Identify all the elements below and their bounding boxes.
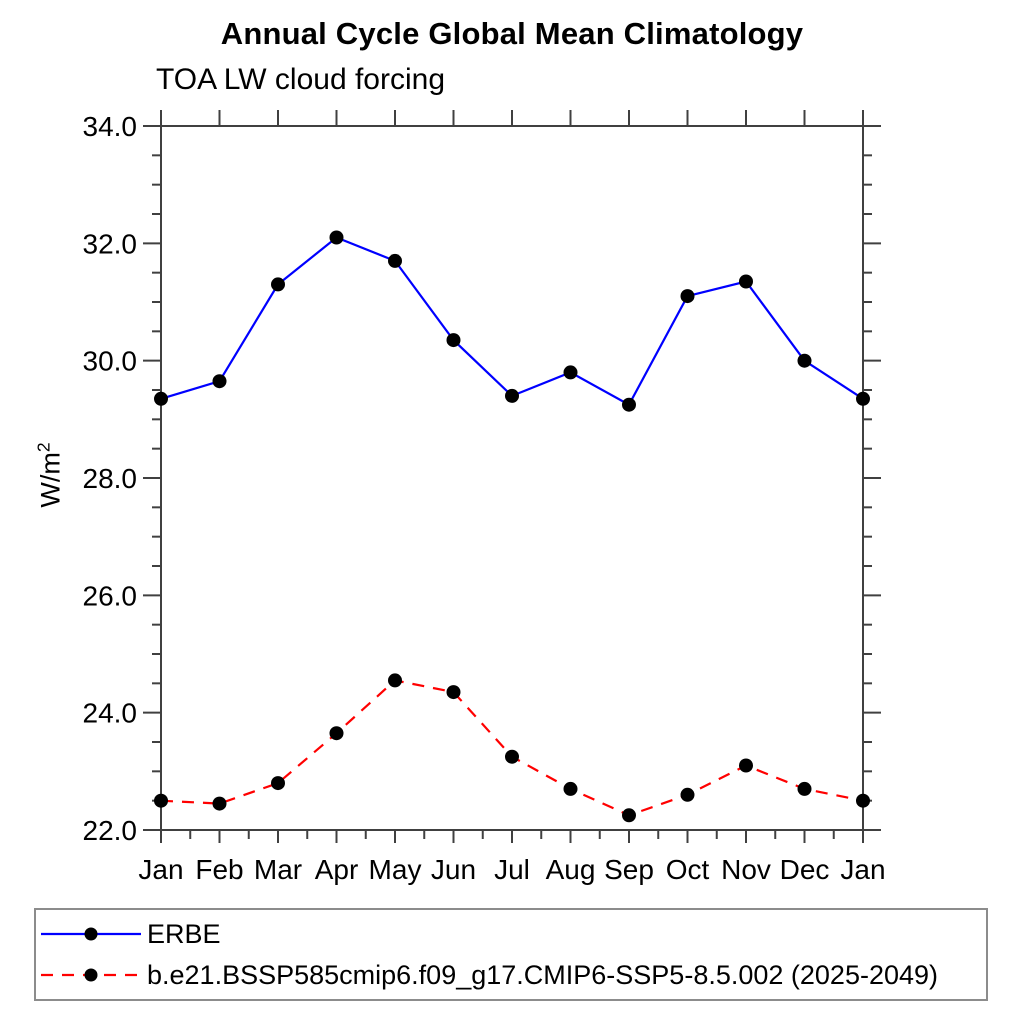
data-point-marker: [563, 365, 578, 380]
legend-item-label: b.e21.BSSP585cmip6.f09_g17.CMIP6-SSP5-8.…: [147, 959, 939, 990]
y-tick-label: 34.0: [83, 111, 138, 142]
legend-line-sample: [41, 927, 141, 941]
y-tick-label: 22.0: [83, 815, 138, 846]
legend-marker: [84, 968, 98, 982]
data-point-marker: [329, 230, 344, 245]
data-point-marker: [446, 333, 461, 348]
data-point-marker: [154, 793, 168, 808]
data-point-marker: [797, 353, 812, 368]
y-tick-label: 24.0: [83, 698, 138, 729]
x-tick-label: Jan: [840, 854, 885, 885]
data-point-marker: [388, 253, 402, 268]
data-point-marker: [154, 391, 168, 406]
legend-item: ERBE: [36, 917, 986, 951]
data-point-marker: [505, 388, 519, 403]
x-tick-label: Apr: [315, 854, 359, 885]
data-point-marker: [797, 781, 812, 796]
data-point-marker: [446, 685, 461, 700]
x-tick-label: Jan: [138, 854, 183, 885]
x-tick-label: Feb: [195, 854, 243, 885]
x-tick-label: Mar: [254, 854, 302, 885]
data-point-marker: [622, 397, 636, 412]
data-point-marker: [212, 796, 227, 811]
x-tick-label: Jul: [494, 854, 530, 885]
data-point-marker: [505, 749, 519, 764]
data-point-marker: [739, 274, 753, 289]
legend-box: ERBE b.e21.BSSP585cmip6.f09_g17.CMIP6-SSP…: [34, 908, 988, 1001]
plot-frame: [160, 125, 864, 831]
data-point-marker: [622, 808, 636, 823]
x-tick-label: Jun: [431, 854, 476, 885]
series-line-erbe: [160, 236, 864, 407]
x-tick-label: Dec: [780, 854, 830, 885]
data-point-marker: [739, 758, 753, 773]
data-point-marker: [856, 793, 870, 808]
data-point-marker: [563, 781, 578, 796]
y-tick-label: 26.0: [83, 580, 138, 611]
data-point-marker: [271, 277, 285, 292]
chart-subtitle: TOA LW cloud forcing: [156, 63, 446, 96]
data-point-marker: [329, 726, 344, 741]
x-tick-label: Nov: [721, 854, 771, 885]
data-point-marker: [680, 787, 695, 802]
x-tick-label: Sep: [604, 854, 654, 885]
data-point-marker: [388, 673, 402, 688]
data-point-marker: [856, 391, 870, 406]
legend-item-label: ERBE: [147, 918, 221, 949]
y-tick-label: 30.0: [83, 346, 138, 377]
x-tick-label: Aug: [546, 854, 596, 885]
x-tick-label: Oct: [666, 854, 710, 885]
legend-line-sample: [41, 968, 141, 982]
x-tick-label: May: [369, 854, 422, 885]
y-tick-label: 28.0: [83, 463, 138, 494]
chart-title: Annual Cycle Global Mean Climatology: [220, 16, 804, 51]
data-point-marker: [212, 374, 227, 389]
legend-item: b.e21.BSSP585cmip6.f09_g17.CMIP6-SSP5-8.…: [36, 958, 986, 992]
series-line-model: [160, 679, 864, 817]
data-point-marker: [680, 289, 695, 304]
data-point-marker: [271, 776, 285, 791]
legend-marker: [84, 927, 98, 941]
y-tick-label: 32.0: [83, 228, 138, 259]
